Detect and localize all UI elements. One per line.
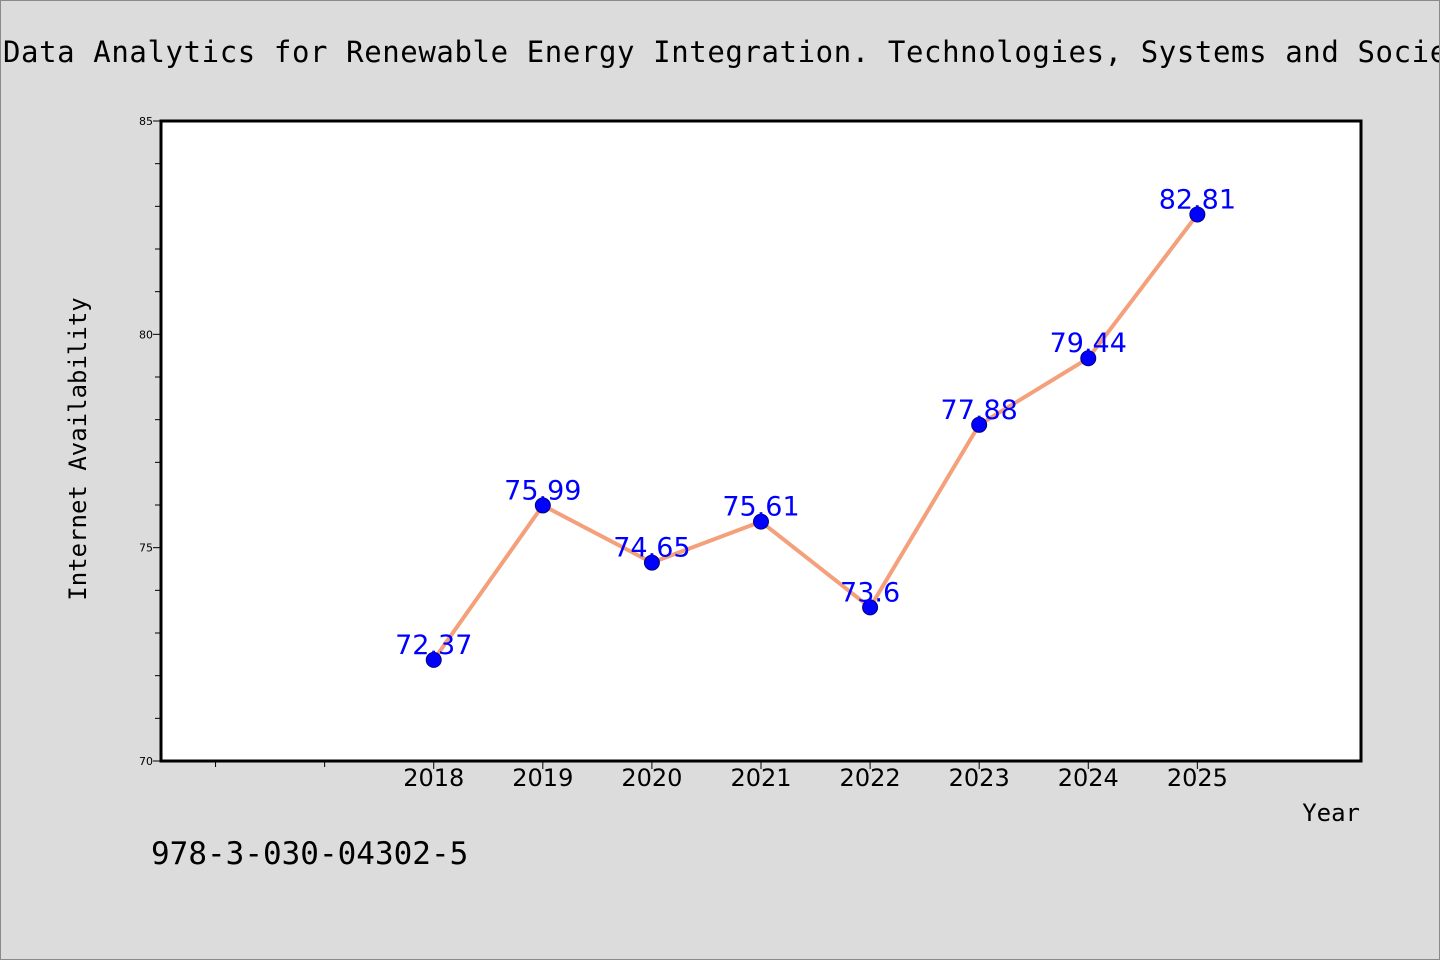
data-point	[862, 599, 879, 616]
data-label: 82.81	[1159, 184, 1236, 215]
series-line-group	[431, 212, 1200, 662]
data-point	[1189, 206, 1206, 223]
data-label: 73.6	[840, 577, 900, 608]
chart-title: Data Analytics for Renewable Energy Inte…	[3, 35, 1440, 69]
x-tick-label: 2025	[1167, 764, 1228, 792]
y-axis-ticks: 70 75 80 85	[139, 115, 161, 768]
x-tick-label: 2021	[730, 764, 791, 792]
y-tick-label: 85	[139, 115, 153, 128]
x-tick-label: 2024	[1058, 764, 1119, 792]
data-label: 74.65	[613, 533, 690, 564]
x-tick-label: 2023	[949, 764, 1010, 792]
data-labels-group: 72.37 75.99 74.65 75.61 73.6 77.88 79.44 82.81	[395, 184, 1236, 660]
x-tick-label: 2019	[512, 764, 573, 792]
series-line	[431, 212, 1200, 662]
data-label: 77.88	[941, 395, 1018, 426]
x-tick-label: 2020	[621, 764, 682, 792]
isbn-text: 978-3-030-04302-5	[151, 836, 469, 872]
data-point	[1080, 350, 1097, 367]
x-tick-label: 2022	[840, 764, 901, 792]
data-point	[643, 554, 660, 571]
data-label: 79.44	[1050, 328, 1127, 359]
series-points-group	[425, 206, 1206, 668]
data-point	[971, 416, 988, 433]
data-label: 75.99	[504, 475, 581, 506]
data-point	[534, 497, 551, 514]
y-axis-label: Internet Availability	[64, 297, 92, 600]
data-point	[425, 651, 442, 668]
x-axis-label: Year	[1302, 799, 1360, 827]
y-tick-label: 80	[139, 328, 153, 341]
x-tick-label: 2018	[403, 764, 464, 792]
y-tick-label: 75	[139, 542, 153, 555]
plot-area	[159, 119, 1363, 763]
x-axis-ticks: 2018 2019 2020 2021 2022 2023 2024 2025	[215, 761, 1228, 792]
data-point	[753, 513, 769, 530]
data-label: 75.61	[722, 492, 799, 523]
y-tick-label: 70	[139, 755, 153, 768]
data-label: 72.37	[395, 630, 472, 661]
